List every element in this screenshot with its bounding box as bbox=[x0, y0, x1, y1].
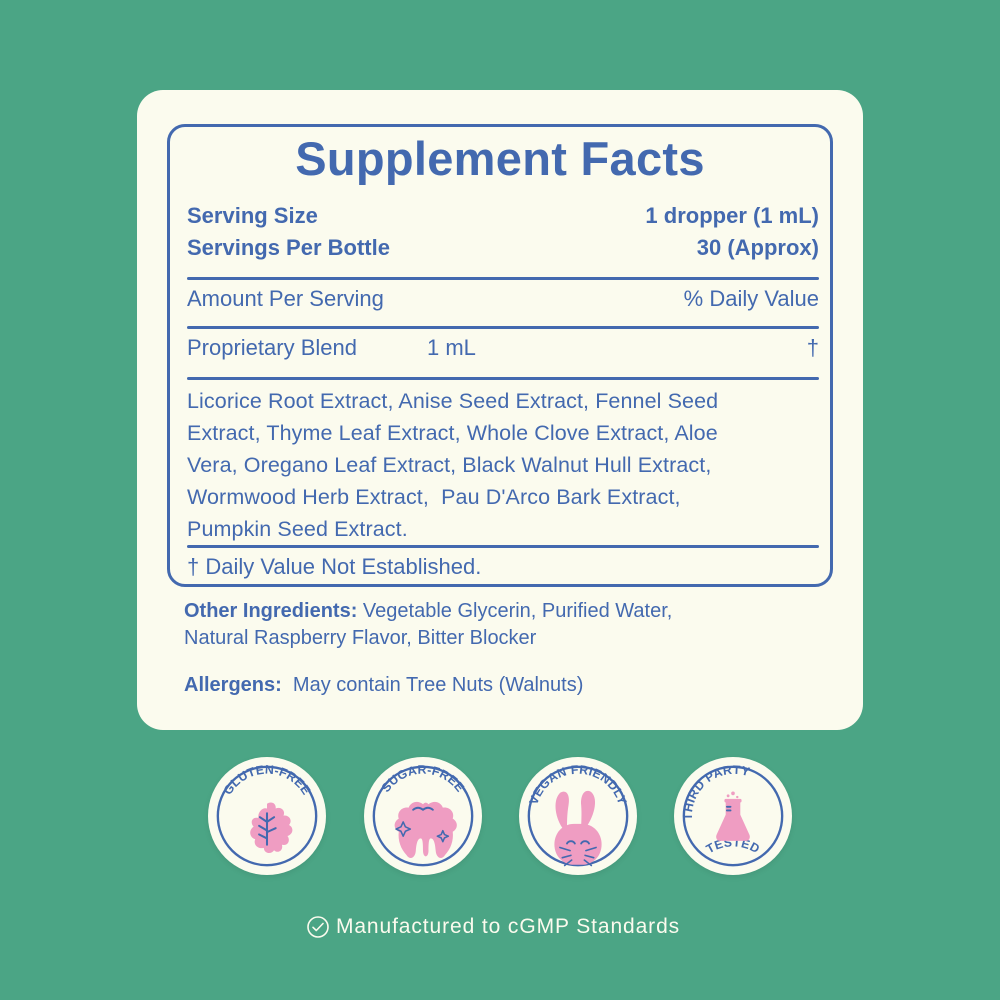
svg-text:GLUTEN-FREE: GLUTEN-FREE bbox=[221, 763, 314, 798]
svg-text:THIRD PARTY: THIRD PARTY bbox=[681, 763, 751, 821]
svg-text:VEGAN FRIENDLY: VEGAN FRIENDLY bbox=[526, 763, 629, 807]
svg-text:SUGAR-FREE: SUGAR-FREE bbox=[379, 763, 468, 795]
